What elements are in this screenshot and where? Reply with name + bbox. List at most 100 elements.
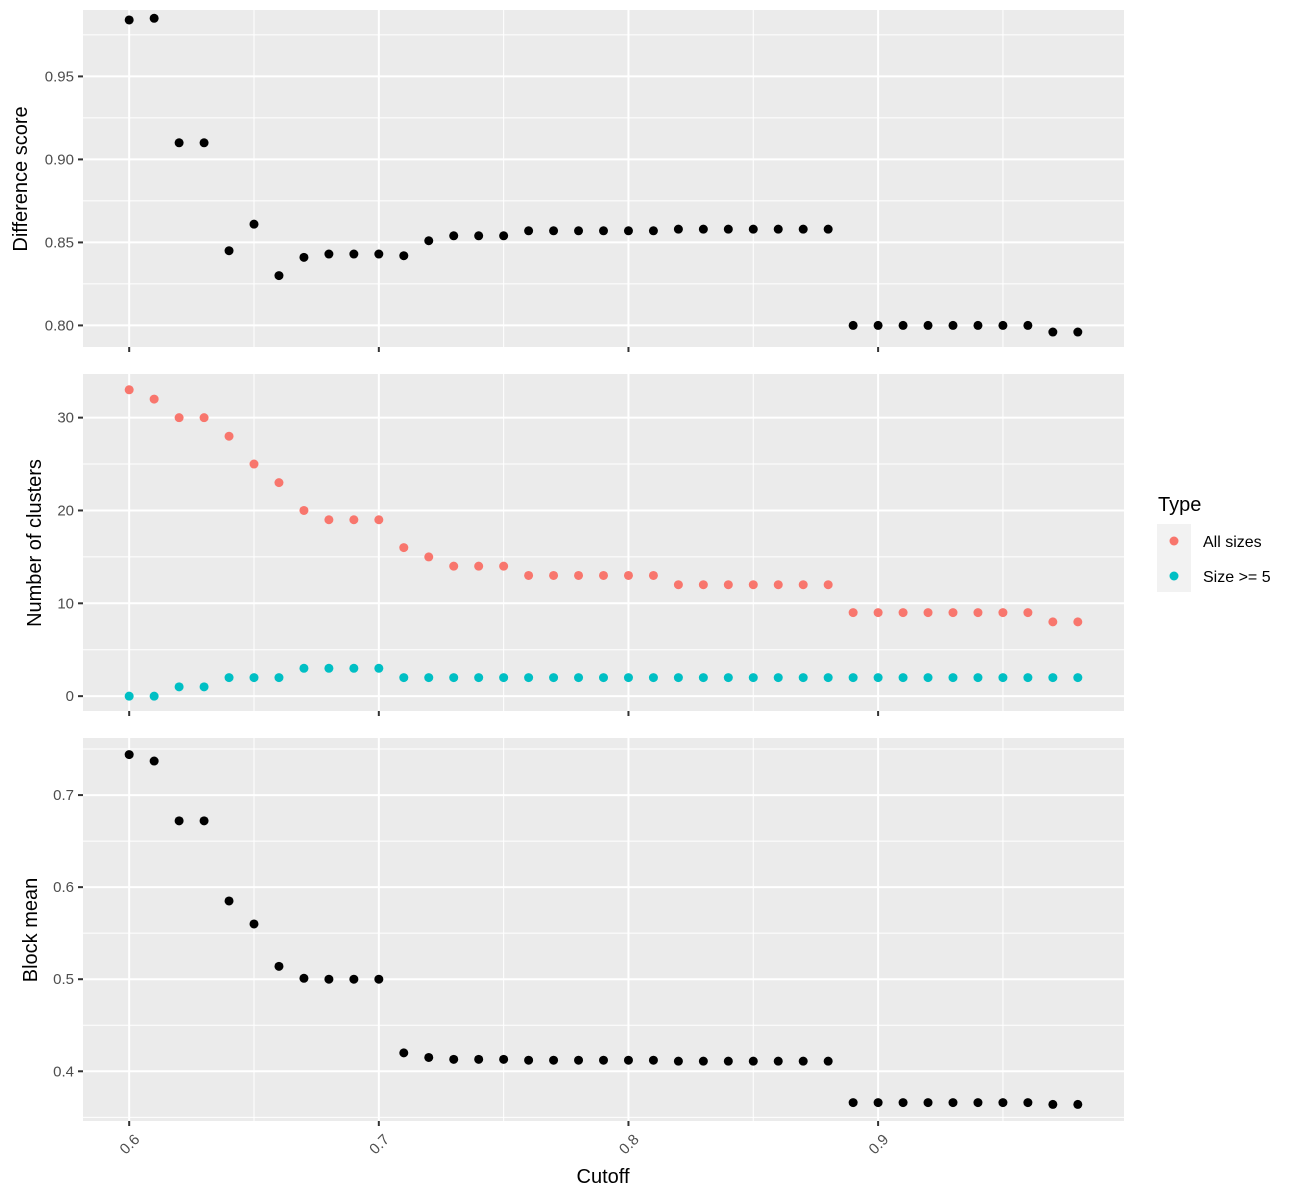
series-1 bbox=[124, 750, 1083, 1109]
data-point bbox=[449, 673, 459, 683]
data-point bbox=[648, 673, 658, 683]
data-point bbox=[224, 246, 234, 256]
panel-middle: 0 10 20 30 bbox=[57, 374, 1124, 716]
data-point bbox=[773, 1056, 783, 1066]
data-point bbox=[249, 919, 259, 929]
data-point bbox=[574, 570, 584, 580]
data-point bbox=[698, 673, 708, 683]
data-point bbox=[474, 673, 484, 683]
data-point bbox=[1023, 1098, 1033, 1108]
data-point bbox=[998, 320, 1008, 330]
data-point bbox=[524, 1055, 534, 1065]
data-point bbox=[474, 561, 484, 571]
y-tick-label: 30 bbox=[57, 410, 74, 427]
data-point bbox=[499, 673, 509, 683]
data-point bbox=[399, 251, 409, 261]
data-point bbox=[499, 561, 509, 571]
data-point bbox=[299, 505, 309, 515]
panel-background bbox=[83, 10, 1124, 347]
data-point bbox=[424, 552, 434, 562]
data-point bbox=[673, 224, 683, 234]
data-point bbox=[898, 1098, 908, 1108]
data-point bbox=[1073, 617, 1083, 627]
data-point bbox=[224, 431, 234, 441]
data-point bbox=[524, 226, 534, 236]
data-point bbox=[424, 1052, 434, 1062]
data-point bbox=[599, 673, 608, 683]
data-point bbox=[798, 580, 808, 590]
data-point bbox=[599, 1055, 608, 1065]
data-point bbox=[224, 673, 234, 683]
data-point bbox=[199, 138, 209, 148]
data-point bbox=[773, 673, 783, 683]
data-point bbox=[823, 580, 833, 590]
data-point bbox=[923, 608, 933, 618]
data-point bbox=[723, 673, 733, 683]
data-point bbox=[723, 224, 733, 234]
data-point bbox=[274, 271, 284, 281]
data-point bbox=[848, 320, 858, 330]
data-point bbox=[1048, 673, 1058, 683]
data-point bbox=[324, 974, 334, 984]
data-point bbox=[574, 673, 584, 683]
data-point bbox=[549, 226, 559, 236]
data-point bbox=[923, 1098, 933, 1108]
data-point bbox=[648, 1055, 658, 1065]
legend-title: Type bbox=[1158, 494, 1201, 516]
data-point bbox=[174, 138, 184, 148]
x-tick-label: 0.6 bbox=[117, 1131, 144, 1158]
data-point bbox=[199, 413, 209, 423]
data-point bbox=[424, 673, 434, 683]
y-tick-label: 0.4 bbox=[53, 1063, 74, 1080]
data-point bbox=[124, 15, 134, 25]
series-all-sizes bbox=[124, 385, 1083, 627]
data-point bbox=[349, 663, 359, 673]
panel-background bbox=[83, 374, 1124, 711]
data-point bbox=[424, 236, 434, 246]
data-point bbox=[124, 750, 134, 760]
legend-marker-all-sizes bbox=[1169, 536, 1179, 546]
data-point bbox=[948, 673, 958, 683]
x-axis-title: Cutoff bbox=[577, 1166, 630, 1188]
data-point bbox=[948, 608, 958, 618]
legend: Type All sizes Size >= 5 bbox=[1157, 494, 1271, 592]
data-point bbox=[748, 580, 758, 590]
y-axis-title-number-of-clusters: Number of clusters bbox=[24, 459, 46, 627]
data-point bbox=[698, 580, 708, 590]
data-point bbox=[898, 673, 908, 683]
y-tick-label: 0.95 bbox=[45, 68, 74, 85]
data-point bbox=[798, 224, 808, 234]
data-point bbox=[748, 1056, 758, 1066]
data-point bbox=[374, 974, 384, 984]
y-tick-label: 10 bbox=[57, 595, 74, 612]
data-point bbox=[823, 1056, 833, 1066]
data-point bbox=[848, 1098, 858, 1108]
data-point bbox=[698, 1056, 708, 1066]
data-point bbox=[499, 231, 509, 241]
data-point bbox=[973, 1098, 983, 1108]
data-point bbox=[1073, 327, 1083, 337]
data-point bbox=[274, 478, 284, 488]
data-point bbox=[499, 1054, 509, 1064]
data-point bbox=[249, 459, 259, 469]
data-point bbox=[923, 320, 933, 330]
data-point bbox=[399, 673, 409, 683]
data-point bbox=[224, 896, 234, 906]
data-point bbox=[299, 973, 309, 983]
data-point bbox=[149, 756, 159, 766]
data-point bbox=[249, 673, 259, 683]
data-point bbox=[324, 515, 334, 525]
data-point bbox=[549, 673, 559, 683]
data-point bbox=[873, 673, 883, 683]
data-point bbox=[449, 561, 459, 571]
data-point bbox=[623, 570, 633, 580]
legend-label-size-ge-5: Size >= 5 bbox=[1203, 569, 1271, 586]
data-point bbox=[374, 663, 384, 673]
data-point bbox=[474, 1054, 484, 1064]
data-point bbox=[374, 249, 384, 259]
data-point bbox=[923, 673, 933, 683]
data-point bbox=[449, 1054, 459, 1064]
data-point bbox=[673, 673, 683, 683]
data-point bbox=[848, 673, 858, 683]
data-point bbox=[1023, 673, 1033, 683]
